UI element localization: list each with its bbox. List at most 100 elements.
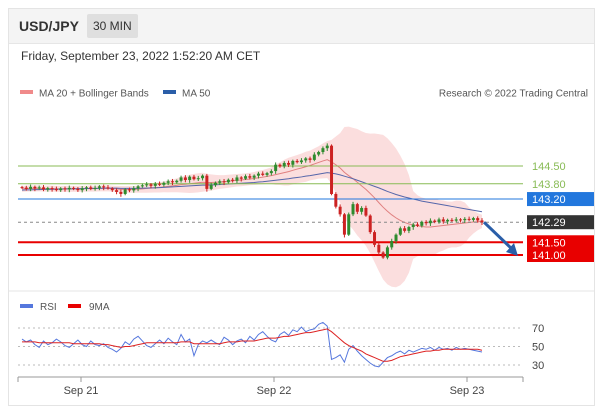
candle-body [166,181,170,183]
candle-body [205,175,209,189]
candle-body [450,219,454,221]
candle-body [299,160,303,163]
candle-body [278,164,282,167]
candle-body [420,221,424,226]
candle-body [149,184,153,186]
candle-body [97,186,101,188]
level-label-resistance: 144.50 [532,161,566,173]
chart-frame: USD/JPY 30 MIN Friday, September 23, 202… [8,8,595,406]
candle-body [239,177,243,179]
candle-body [158,183,162,185]
level-tag-last-price [527,215,594,230]
candle-body [46,188,50,190]
candle-body [347,214,351,235]
timeframe-badge[interactable]: 30 MIN [87,14,138,38]
candle-body [106,187,110,189]
rsi-plot: 70 50 30 [18,321,544,372]
candle-body [454,219,458,221]
candle-body [20,187,24,189]
candle-body [398,228,402,235]
candle-body [291,160,295,165]
candle-body [416,224,420,226]
candle-body [175,180,179,183]
symbol-label: USD/JPY [19,18,79,34]
candle-body [269,171,273,174]
candle-body [368,215,372,233]
candle-body [102,186,106,188]
candle-body [377,244,381,253]
rsi-tick-label: 50 [532,342,544,354]
candle-body [433,220,437,222]
candle-body [321,148,325,153]
candle-body [394,234,398,242]
candle-body [334,193,338,207]
candle-body [351,204,355,215]
legend-swatch-bollinger [20,90,33,94]
candle-body [338,206,342,215]
candle-body [480,220,484,223]
candle-body [441,219,445,222]
legend-label-bollinger: MA 20 + Bollinger Bands [39,89,149,100]
candle-body [67,187,71,190]
chart-timestamp: Friday, September 23, 2022 1:52:20 AM CE… [21,49,261,63]
candle-body [231,179,235,181]
candle-body [355,204,359,212]
candle-body [304,158,308,161]
rsi-ma-line [22,328,483,362]
legend-label-rsi: RSI [40,302,57,313]
candle-body [342,214,346,235]
candle-body [446,219,450,222]
candle-body [37,187,41,189]
candle-body [192,176,196,180]
candle-body [119,191,123,194]
candle-body [437,219,441,222]
candle-body [50,188,54,190]
credit-label: Research © 2022 Trading Central [439,89,588,100]
ma50-line [21,172,483,213]
candle-body [127,189,131,191]
candle-body [287,162,291,165]
candle-body [411,224,415,228]
level-label-support: 141.00 [532,250,566,262]
legend-swatch-ma50 [163,90,176,94]
candle-body [115,190,119,192]
candle-body [265,173,269,175]
candle-body [330,145,334,194]
candle-body [261,173,265,175]
candle-body [33,186,37,189]
candle-body [476,218,480,221]
level-tag-pivot [527,192,594,207]
candle-body [201,175,205,179]
rsi-tick-label: 70 [532,323,544,335]
legend-swatch-9ma [68,304,81,308]
candle-body [54,188,58,191]
candle-body [153,183,157,186]
chart-header: USD/JPY 30 MIN [9,9,594,44]
candle-body [213,182,217,186]
x-tick-label: Sep 22 [257,385,292,397]
rsi-line [21,321,483,368]
legend-swatch-rsi [20,304,33,308]
candle-body [385,247,389,258]
candle-body [256,173,260,176]
candle-body [29,186,33,189]
candle-body [24,187,28,189]
candle-body [140,185,144,187]
forecast-arrow-shaft [482,221,514,251]
candle-body [123,189,127,194]
candle-body [407,227,411,231]
forecast-arrow-head [506,243,518,256]
candle-body [467,218,471,220]
candle-body [145,184,149,186]
candle-body [390,241,394,248]
candle-body [110,188,114,191]
bollinger-band [22,126,482,288]
candle-body [84,187,88,189]
candle-body [235,177,239,181]
candle-body [188,176,192,180]
candle-body [222,181,226,183]
candle-body [59,188,63,191]
candle-body [170,181,174,183]
